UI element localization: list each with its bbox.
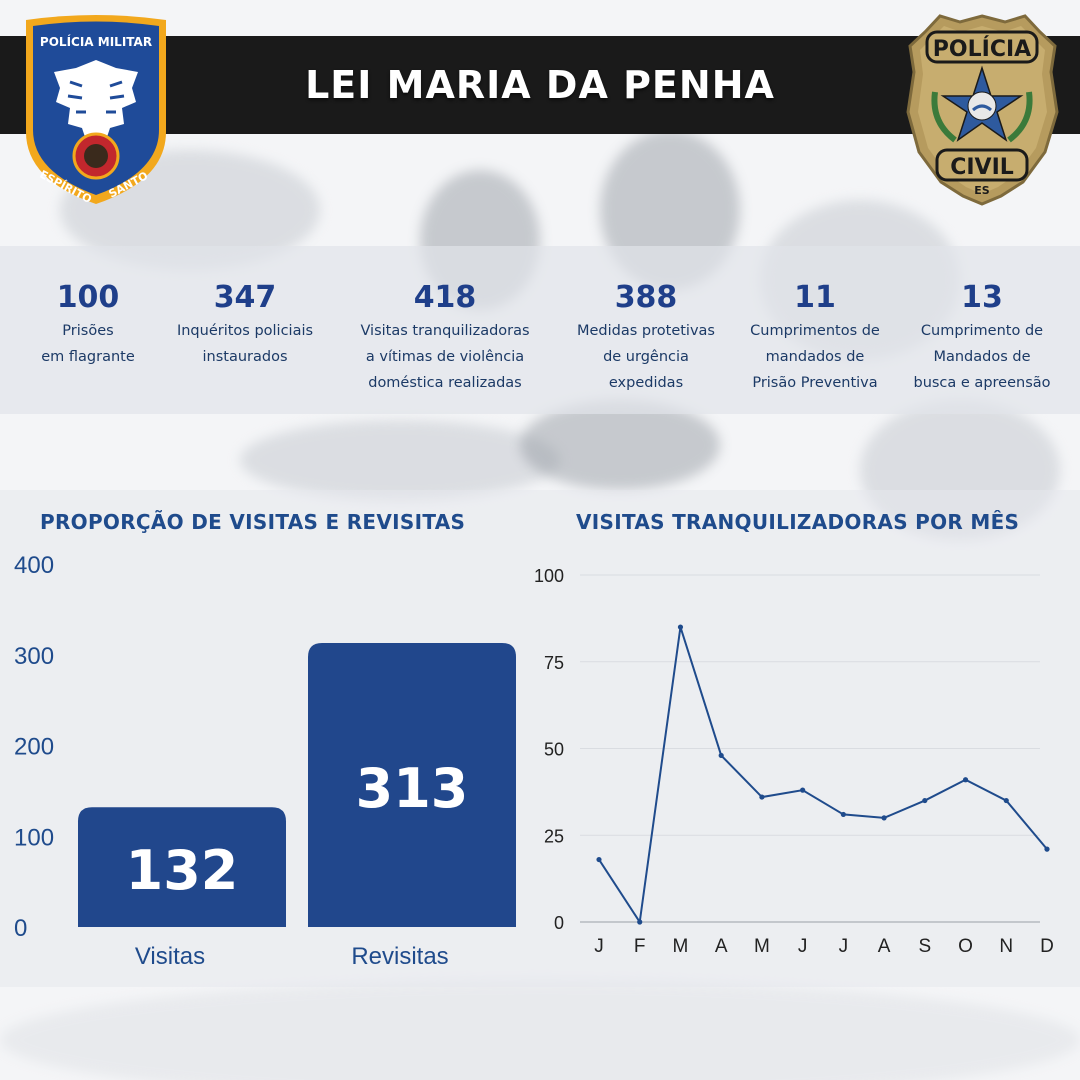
- line-x-tick-label: S: [918, 936, 931, 957]
- line-point: [962, 777, 969, 783]
- line-point: [1044, 846, 1050, 852]
- line-y-tick-label: 75: [544, 653, 564, 673]
- line-y-tick-label: 25: [544, 826, 564, 846]
- line-x-tick-label: D: [1040, 936, 1054, 957]
- line-chart-title: VISITAS TRANQUILIZADORAS POR MÊS: [576, 510, 1020, 534]
- stat-label: Prisões em flagrante: [41, 323, 135, 365]
- policia-civil-badge: POLÍCIA CIVIL ES: [906, 14, 1059, 206]
- page-title: LEI MARIA DA PENHA: [305, 63, 775, 107]
- line-series: [598, 626, 1048, 925]
- stat-value: 347: [213, 280, 277, 315]
- bar-data-label: 313: [356, 757, 469, 820]
- line-y-tick-label: 50: [544, 740, 564, 760]
- stat-label: Inquéritos policiais instaurados: [176, 323, 314, 365]
- line-point: [840, 811, 846, 818]
- badge-pm-top-text: POLÍCIA MILITAR: [40, 34, 152, 49]
- line-y-tick-label: 0: [554, 913, 564, 933]
- policia-militar-badge: POLÍCIA MILITAR ESPÍRITO SANTO: [26, 15, 166, 206]
- line-x-tick-label: J: [839, 936, 849, 957]
- stat-value: 11: [794, 280, 836, 315]
- line-point: [922, 797, 928, 804]
- stat-prisao-preventiva: 11 Cumprimentos de mandados de Prisão Pr…: [738, 278, 892, 396]
- line-x-tick-label: M: [673, 936, 689, 957]
- stat-value: 418: [413, 280, 477, 315]
- stat-value: 100: [56, 280, 120, 315]
- stat-value: 13: [961, 280, 1003, 315]
- line-point: [759, 794, 765, 800]
- stat-inqueritos: 347 Inquéritos policiais instaurados: [160, 278, 330, 370]
- badge-pc-middle-text: CIVIL: [950, 155, 1014, 180]
- bar-revisitas: [308, 642, 516, 927]
- star-emblem-icon: [931, 65, 1033, 143]
- bar-category-label: Visitas: [135, 943, 205, 970]
- stat-label: Cumprimentos de mandados de Prisão Preve…: [750, 323, 880, 391]
- line-point: [800, 787, 806, 793]
- line-point: [637, 919, 643, 925]
- line-point: [677, 624, 684, 630]
- line-x-tick-label: J: [594, 936, 604, 957]
- line-x-tick-label: J: [798, 936, 808, 957]
- stat-prisoes: 100 Prisões em flagrante: [18, 278, 158, 370]
- line-chart: 0 25 50 75 100 J F M A M J J A S O N D: [534, 566, 1054, 957]
- bar-y-tick-label: 0: [14, 915, 27, 942]
- stats-band: [0, 246, 1080, 414]
- line-point: [596, 856, 602, 863]
- badge-pc-bottom-text: ES: [974, 184, 990, 197]
- line-y-tick-label: 100: [534, 566, 564, 586]
- header-bar: [0, 36, 1080, 134]
- badge-pc-top-text: POLÍCIA: [933, 36, 1031, 62]
- stat-medidas: 388 Medidas protetivas de urgência exped…: [566, 278, 726, 396]
- bar-y-tick-label: 200: [14, 734, 54, 761]
- bar-category-label: Revisitas: [351, 943, 448, 970]
- bar-visitas: [78, 807, 286, 927]
- stat-label: Medidas protetivas de urgência expedidas: [577, 323, 715, 391]
- stat-label: Visitas tranquilizadoras a vítimas de vi…: [360, 323, 530, 391]
- line-x-tick-label: M: [754, 936, 770, 957]
- stat-value: 388: [614, 280, 678, 315]
- bar-chart: 0 100 200 300 400 132 Visitas 313 Revisitas: [14, 552, 516, 970]
- eagle-icon: [54, 60, 138, 140]
- stat-label: Cumprimento de Mandados de busca e apree…: [913, 323, 1051, 391]
- stat-busca-apreensao: 13 Cumprimento de Mandados de busca e ap…: [900, 278, 1064, 396]
- bar-y-tick-label: 300: [14, 643, 54, 670]
- bar-y-tick-label: 400: [14, 552, 54, 579]
- line-point: [718, 752, 724, 759]
- line-x-tick-label: N: [999, 936, 1013, 957]
- line-x-tick-label: A: [715, 936, 728, 957]
- line-x-tick-label: F: [634, 936, 646, 957]
- line-point: [881, 815, 887, 821]
- bar-chart-title: PROPORÇÃO DE VISITAS E REVISITAS: [40, 510, 466, 534]
- line-x-tick-label: O: [958, 936, 973, 957]
- line-x-tick-label: A: [878, 936, 891, 957]
- stat-visitas: 418 Visitas tranquilizadoras a vítimas d…: [340, 278, 550, 396]
- line-point: [1003, 797, 1009, 804]
- bar-data-label: 132: [126, 839, 239, 902]
- bar-y-tick-label: 100: [14, 824, 54, 851]
